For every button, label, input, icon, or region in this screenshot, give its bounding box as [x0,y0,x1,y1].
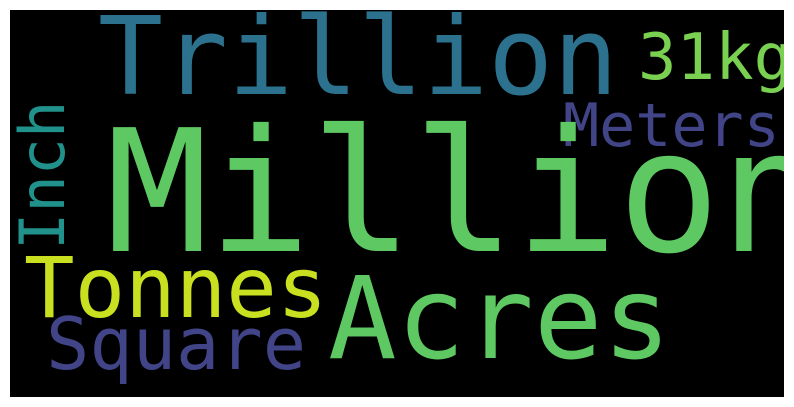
word-acres: Acres [328,252,672,385]
word-cloud-canvas: Trillion 31kg Meters Million Inch Tonnes… [10,10,784,397]
word-31kg: 31kg [638,21,784,95]
word-inch: Inch [10,100,79,250]
word-tonnes: Tonnes [24,239,328,337]
word-meters: Meters [563,91,780,161]
word-million: Million [106,94,784,292]
word-square: Square [46,302,307,386]
word-trillion: Trillion [98,10,619,120]
